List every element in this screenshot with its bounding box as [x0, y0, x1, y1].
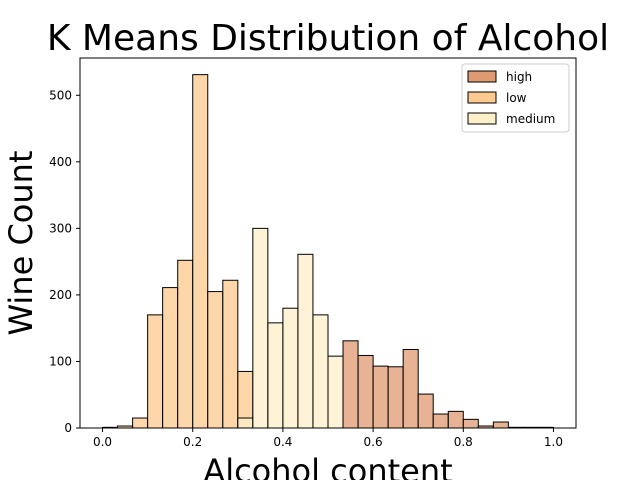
y-tick-label: 200	[49, 288, 72, 302]
bar-low-8	[222, 279, 239, 429]
bar-medium-5	[312, 314, 329, 429]
legend-swatch-medium	[467, 112, 497, 125]
bar-high-0	[342, 340, 359, 429]
y-tick-label: 400	[49, 155, 72, 169]
x-tick-label: 0.4	[273, 435, 292, 449]
bar-low-6	[192, 74, 209, 429]
ticks-layer: 0.0 0.2 0.4 0.6 0.8 1.0 0 100 200 300 400 500	[49, 88, 563, 449]
plot-frame	[79, 57, 577, 429]
bar-high-8	[462, 418, 479, 429]
bar-medium-3	[282, 307, 299, 429]
x-tick-label: 0.0	[93, 435, 112, 449]
bar-medium-1	[252, 227, 269, 429]
legend-swatch-high	[467, 70, 497, 83]
bar-low-7	[207, 291, 224, 429]
bar-high-2	[372, 365, 389, 429]
y-axis-label: Wine Count	[2, 151, 40, 336]
bars-layer	[102, 74, 554, 429]
axes-layer	[79, 57, 577, 429]
y-tick-label: 0	[64, 421, 72, 435]
legend: high low medium	[461, 63, 570, 133]
bar-medium-0	[237, 417, 254, 429]
bar-high-5	[417, 393, 434, 429]
bar-medium-2	[267, 322, 284, 429]
bar-low-4	[162, 287, 179, 429]
x-tick-label: 0.8	[454, 435, 473, 449]
bar-high-1	[357, 354, 374, 429]
x-tick-label: 0.2	[183, 435, 202, 449]
x-tick-label: 0.6	[364, 435, 383, 449]
chart-title: K Means Distribution of Alcohol	[47, 18, 609, 59]
bar-high-3	[387, 366, 404, 429]
bar-medium-6	[327, 355, 344, 429]
bar-low-2	[132, 417, 149, 429]
legend-label-high: high	[506, 70, 532, 84]
bar-low-3	[147, 314, 164, 429]
y-tick-label: 100	[49, 354, 72, 368]
bar-high-10	[492, 421, 509, 429]
bar-high-7	[447, 410, 464, 429]
x-axis-label: Alcohol content	[203, 452, 452, 480]
y-tick-label: 300	[49, 221, 72, 235]
legend-label-low: low	[506, 91, 527, 105]
bar-medium-4	[297, 253, 314, 429]
y-tick-label: 500	[49, 88, 72, 102]
bar-high-6	[432, 413, 449, 429]
bar-high-4	[402, 348, 419, 429]
legend-label-medium: medium	[506, 112, 555, 126]
legend-swatch-low	[467, 91, 497, 104]
x-tick-label: 1.0	[544, 435, 563, 449]
bar-low-5	[177, 259, 194, 429]
